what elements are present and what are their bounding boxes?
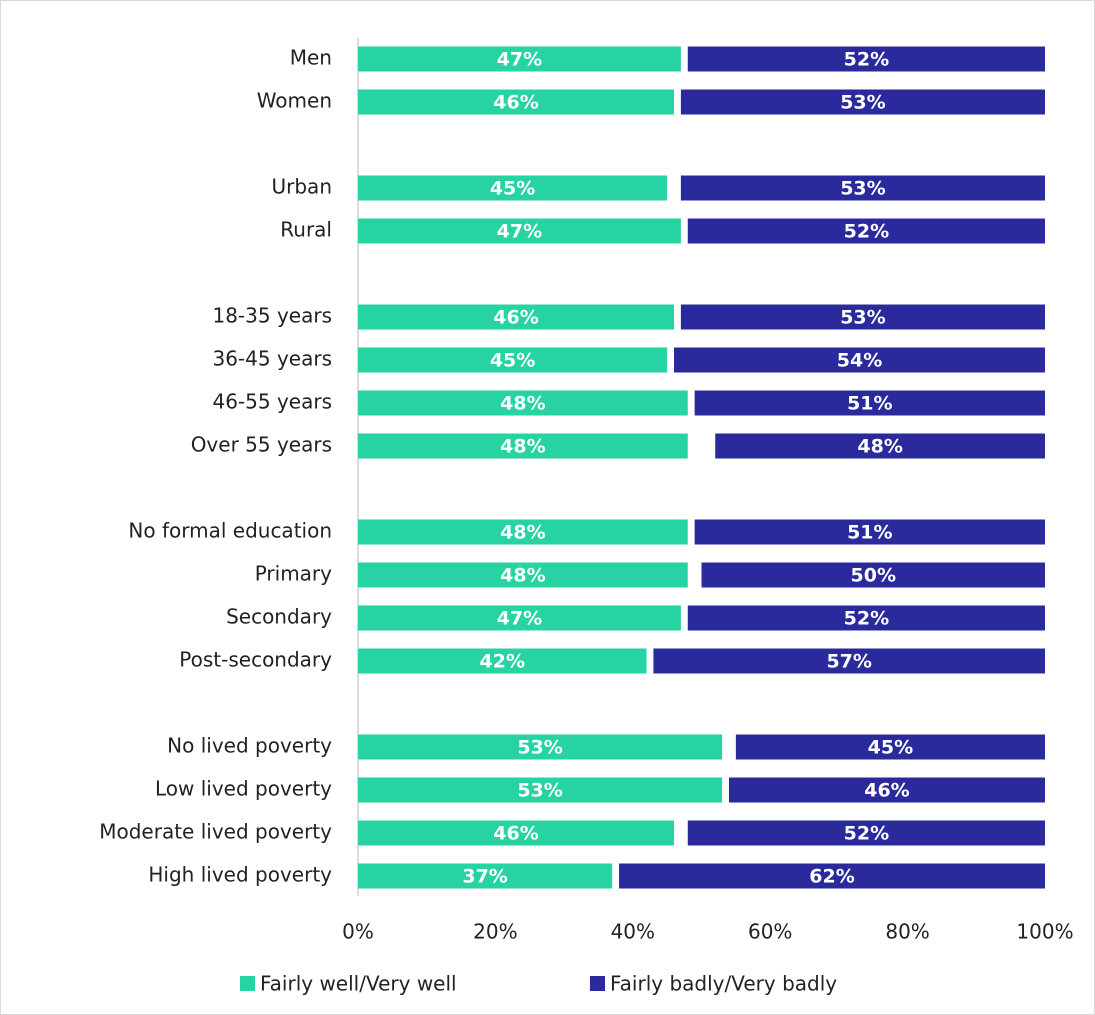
bar <box>358 304 675 330</box>
value-label: 45% <box>490 178 535 200</box>
bar <box>358 519 688 545</box>
bar <box>358 390 688 416</box>
value-label: 52% <box>844 49 889 71</box>
bar <box>358 46 681 72</box>
bar <box>358 562 688 588</box>
value-label: 48% <box>500 565 545 587</box>
y-tick-label: 46-55 years <box>212 390 332 414</box>
legend-swatch <box>240 976 255 991</box>
value-label: 53% <box>840 307 885 329</box>
bar <box>358 89 675 115</box>
value-label: 46% <box>493 823 538 845</box>
legend-label: Fairly badly/Very badly <box>610 972 837 996</box>
bar <box>674 347 1045 373</box>
y-tick-label: Rural <box>280 218 332 242</box>
bar <box>358 218 681 244</box>
x-tick-label: 60% <box>748 920 792 944</box>
value-label: 46% <box>493 307 538 329</box>
y-tick-label: Women <box>257 89 332 113</box>
value-label: 46% <box>493 92 538 114</box>
bar <box>358 648 647 674</box>
bar <box>358 734 723 760</box>
value-label: 52% <box>844 823 889 845</box>
bar <box>694 390 1045 416</box>
value-label: 51% <box>847 393 892 415</box>
bar <box>687 820 1045 846</box>
value-label: 57% <box>826 651 871 673</box>
legend-label: Fairly well/Very well <box>260 972 457 996</box>
bar <box>358 605 681 631</box>
y-tick-label: 36-45 years <box>212 347 332 371</box>
bar <box>687 605 1045 631</box>
value-label: 50% <box>851 565 896 587</box>
y-tick-label: No formal education <box>128 519 332 543</box>
bar <box>715 433 1045 459</box>
y-tick-label: Secondary <box>226 605 332 629</box>
bar <box>358 347 668 373</box>
y-tick-label: No lived poverty <box>167 734 332 758</box>
bar <box>680 304 1045 330</box>
bar <box>728 777 1045 803</box>
x-tick-label: 100% <box>1016 920 1073 944</box>
bar <box>653 648 1045 674</box>
y-tick-label: Moderate lived poverty <box>99 820 332 844</box>
value-label: 53% <box>517 780 562 802</box>
bar <box>701 562 1045 588</box>
value-label: 48% <box>500 436 545 458</box>
bar <box>358 777 723 803</box>
value-label: 51% <box>847 522 892 544</box>
y-tick-label: Primary <box>255 562 332 586</box>
bar <box>735 734 1045 760</box>
value-label: 47% <box>497 608 542 630</box>
value-label: 47% <box>497 221 542 243</box>
value-label: 37% <box>462 866 507 888</box>
bar <box>358 175 668 201</box>
value-label: 48% <box>500 522 545 544</box>
bar <box>619 863 1045 889</box>
legend-swatch <box>590 976 605 991</box>
bar <box>687 46 1045 72</box>
value-label: 62% <box>809 866 854 888</box>
y-tick-label: Low lived poverty <box>155 777 332 801</box>
value-label: 52% <box>844 608 889 630</box>
value-label: 48% <box>500 393 545 415</box>
bar <box>680 175 1045 201</box>
bar <box>687 218 1045 244</box>
x-tick-label: 40% <box>611 920 655 944</box>
value-label: 53% <box>840 92 885 114</box>
y-tick-label: 18-35 years <box>212 304 332 328</box>
y-tick-label: High lived poverty <box>148 863 332 887</box>
x-tick-label: 20% <box>473 920 517 944</box>
bar <box>358 820 675 846</box>
value-label: 46% <box>864 780 909 802</box>
value-label: 45% <box>868 737 913 759</box>
value-label: 45% <box>490 350 535 372</box>
y-tick-label: Urban <box>272 175 333 199</box>
x-tick-label: 0% <box>342 920 374 944</box>
value-label: 52% <box>844 221 889 243</box>
bar <box>694 519 1045 545</box>
x-tick-label: 80% <box>885 920 929 944</box>
bar <box>358 433 688 459</box>
bar <box>358 863 613 889</box>
y-tick-label: Post-secondary <box>179 648 332 672</box>
value-label: 53% <box>840 178 885 200</box>
value-label: 48% <box>857 436 902 458</box>
bar <box>680 89 1045 115</box>
y-tick-label: Men <box>290 46 332 70</box>
value-label: 54% <box>837 350 882 372</box>
value-label: 47% <box>497 49 542 71</box>
y-tick-label: Over 55 years <box>191 433 332 457</box>
value-label: 42% <box>480 651 525 673</box>
value-label: 53% <box>517 737 562 759</box>
